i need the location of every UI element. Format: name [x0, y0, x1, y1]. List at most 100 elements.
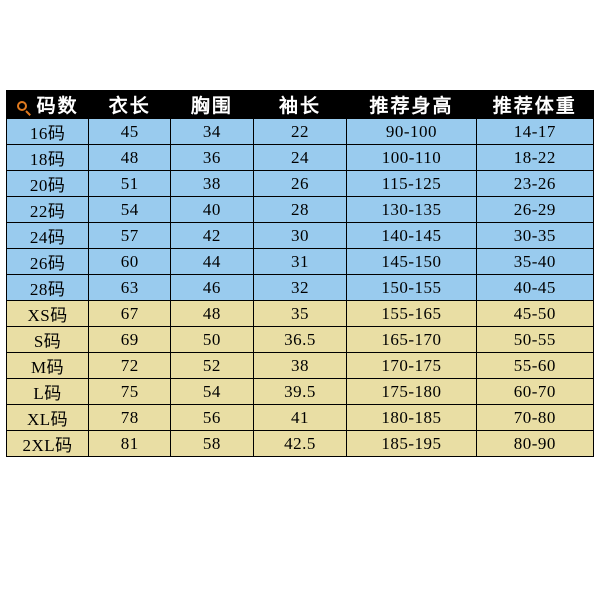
cell: 28 — [253, 197, 347, 223]
cell: 32 — [253, 275, 347, 301]
table-row: 28码634632150-15540-45 — [7, 275, 594, 301]
cell: 150-155 — [347, 275, 476, 301]
cell: 180-185 — [347, 405, 476, 431]
cell: 115-125 — [347, 171, 476, 197]
col-header-0: 码数 — [7, 91, 89, 119]
cell: 35 — [253, 301, 347, 327]
cell: 23-26 — [476, 171, 593, 197]
col-header-1: 衣长 — [89, 91, 171, 119]
size-chart-container: 码数衣长胸围袖长推荐身高推荐体重 16码45342290-10014-1718码… — [0, 0, 600, 457]
cell: M码 — [7, 353, 89, 379]
cell: 57 — [89, 223, 171, 249]
cell: 170-175 — [347, 353, 476, 379]
cell: 175-180 — [347, 379, 476, 405]
cell: 30 — [253, 223, 347, 249]
cell: 70-80 — [476, 405, 593, 431]
cell: 24 — [253, 145, 347, 171]
col-header-4: 推荐身高 — [347, 91, 476, 119]
cell: 55-60 — [476, 353, 593, 379]
cell: 185-195 — [347, 431, 476, 457]
col-header-5: 推荐体重 — [476, 91, 593, 119]
col-header-label: 码数 — [37, 96, 79, 117]
table-row: 26码604431145-15035-40 — [7, 249, 594, 275]
cell: 26 — [253, 171, 347, 197]
cell: 42.5 — [253, 431, 347, 457]
cell: 50-55 — [476, 327, 593, 353]
cell: 130-135 — [347, 197, 476, 223]
cell: 40-45 — [476, 275, 593, 301]
cell: 36 — [171, 145, 253, 171]
size-chart-table: 码数衣长胸围袖长推荐身高推荐体重 16码45342290-10014-1718码… — [6, 90, 594, 457]
cell: 60-70 — [476, 379, 593, 405]
cell: 34 — [171, 119, 253, 145]
cell: 26码 — [7, 249, 89, 275]
cell: 48 — [89, 145, 171, 171]
cell: 18-22 — [476, 145, 593, 171]
cell: 30-35 — [476, 223, 593, 249]
cell: 40 — [171, 197, 253, 223]
table-row: 16码45342290-10014-17 — [7, 119, 594, 145]
cell: 51 — [89, 171, 171, 197]
cell: 28码 — [7, 275, 89, 301]
cell: 75 — [89, 379, 171, 405]
cell: 54 — [89, 197, 171, 223]
cell: 38 — [171, 171, 253, 197]
cell: L码 — [7, 379, 89, 405]
search-icon — [17, 101, 31, 115]
table-header-row: 码数衣长胸围 袖长 推荐身高 推荐体重 — [7, 91, 594, 119]
cell: 140-145 — [347, 223, 476, 249]
cell: 60 — [89, 249, 171, 275]
cell: 90-100 — [347, 119, 476, 145]
cell: 14-17 — [476, 119, 593, 145]
table-row: S码695036.5165-17050-55 — [7, 327, 594, 353]
cell: 54 — [171, 379, 253, 405]
cell: 145-150 — [347, 249, 476, 275]
cell: 78 — [89, 405, 171, 431]
cell: 80-90 — [476, 431, 593, 457]
cell: 39.5 — [253, 379, 347, 405]
cell: 31 — [253, 249, 347, 275]
cell: 69 — [89, 327, 171, 353]
table-row: 22码544028130-13526-29 — [7, 197, 594, 223]
cell: 22 — [253, 119, 347, 145]
col-header-2: 胸围 — [171, 91, 253, 119]
cell: 46 — [171, 275, 253, 301]
cell: 24码 — [7, 223, 89, 249]
cell: 58 — [171, 431, 253, 457]
cell: 45 — [89, 119, 171, 145]
cell: 18码 — [7, 145, 89, 171]
cell: 81 — [89, 431, 171, 457]
cell: 63 — [89, 275, 171, 301]
table-row: 18码483624100-11018-22 — [7, 145, 594, 171]
col-header-label: 推荐身高 — [369, 96, 453, 117]
cell: 67 — [89, 301, 171, 327]
col-header-label: 推荐体重 — [493, 96, 577, 117]
cell: 38 — [253, 353, 347, 379]
cell: 100-110 — [347, 145, 476, 171]
col-header-label: 胸围 — [191, 96, 233, 117]
col-header-label: 袖长 — [279, 96, 321, 117]
cell: 155-165 — [347, 301, 476, 327]
cell: 56 — [171, 405, 253, 431]
cell: 165-170 — [347, 327, 476, 353]
table-row: XL码785641180-18570-80 — [7, 405, 594, 431]
cell: 2XL码 — [7, 431, 89, 457]
cell: 42 — [171, 223, 253, 249]
cell: S码 — [7, 327, 89, 353]
cell: 26-29 — [476, 197, 593, 223]
table-row: M码725238170-17555-60 — [7, 353, 594, 379]
cell: 50 — [171, 327, 253, 353]
cell: XS码 — [7, 301, 89, 327]
cell: 45-50 — [476, 301, 593, 327]
cell: 35-40 — [476, 249, 593, 275]
cell: 16码 — [7, 119, 89, 145]
cell: 22码 — [7, 197, 89, 223]
table-row: XS码674835155-16545-50 — [7, 301, 594, 327]
cell: 41 — [253, 405, 347, 431]
table-row: 2XL码815842.5185-19580-90 — [7, 431, 594, 457]
cell: 20码 — [7, 171, 89, 197]
cell: 36.5 — [253, 327, 347, 353]
cell: 72 — [89, 353, 171, 379]
table-row: L码755439.5175-18060-70 — [7, 379, 594, 405]
cell: 44 — [171, 249, 253, 275]
